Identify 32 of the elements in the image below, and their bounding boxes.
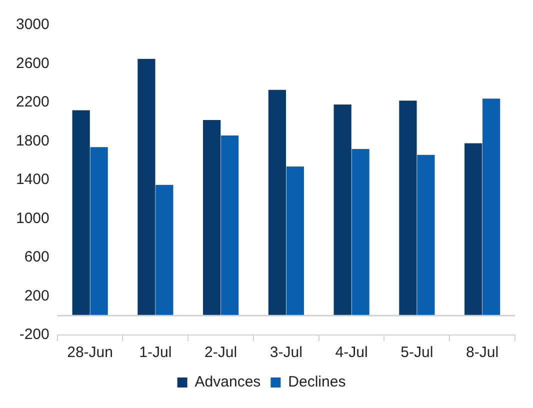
y-tick-label: 200 xyxy=(24,287,50,304)
y-tick-label: 600 xyxy=(24,248,50,266)
y-tick-label: -200 xyxy=(19,326,50,344)
bar xyxy=(352,149,370,316)
x-tick-label: 4-Jul xyxy=(335,344,368,362)
bar xyxy=(90,147,108,316)
bar xyxy=(72,110,90,316)
x-tick-label: 2-Jul xyxy=(204,344,238,362)
legend-label: Advances xyxy=(194,374,261,391)
x-tick-label: 8-Jul xyxy=(466,344,499,362)
legend-label: Declines xyxy=(288,374,346,391)
bar xyxy=(286,166,304,316)
x-tick-label: 1-Jul xyxy=(139,344,172,362)
bar xyxy=(464,143,482,316)
y-tick-label: 3000 xyxy=(16,16,50,34)
y-tick-label: 2200 xyxy=(16,94,50,111)
y-tick-label: 1000 xyxy=(16,210,50,227)
x-tick-label: 5-Jul xyxy=(400,344,434,362)
bar xyxy=(220,135,239,316)
bar xyxy=(268,90,286,316)
bar xyxy=(399,100,417,316)
bar xyxy=(138,58,156,316)
bar xyxy=(482,98,500,316)
x-tick-label: 28-Jun xyxy=(67,344,113,362)
x-tick-label: 3-Jul xyxy=(270,344,302,362)
y-tick-label: 1800 xyxy=(16,132,50,150)
y-tick-label: 2600 xyxy=(16,54,50,72)
bar xyxy=(417,154,435,316)
bar xyxy=(156,184,174,316)
bar xyxy=(203,120,221,316)
bar xyxy=(334,104,352,316)
y-tick-label: 1400 xyxy=(16,171,50,188)
